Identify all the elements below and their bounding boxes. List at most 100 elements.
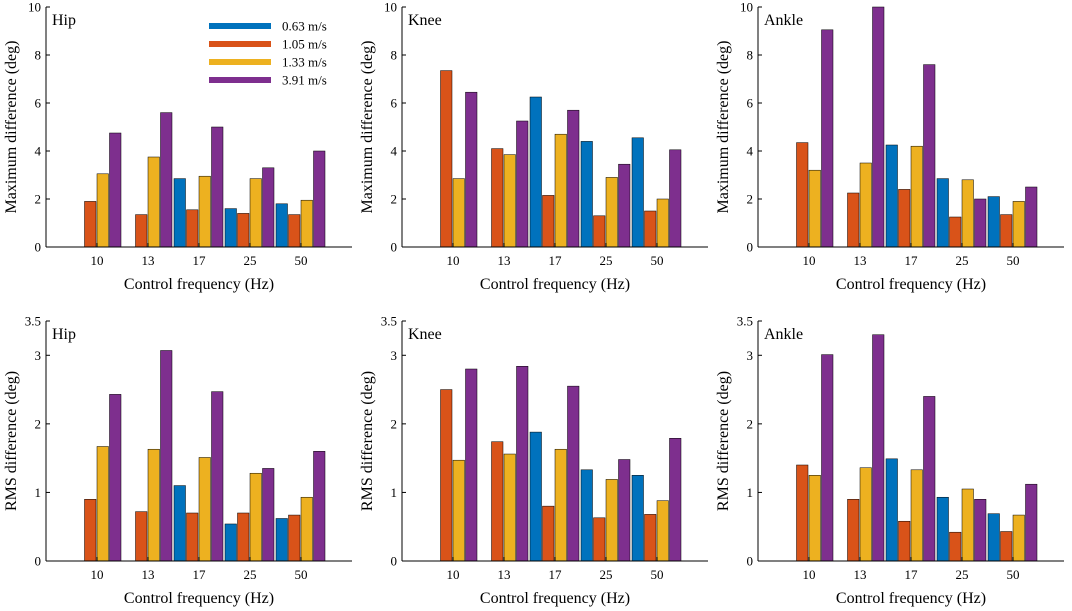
bar-1-05-m-s-13 [491, 148, 504, 248]
bar-3-91-m-s-50 [313, 451, 326, 562]
x-tick-label: 17 [905, 567, 919, 582]
panel-title: Hip [52, 326, 76, 343]
x-tick-label: 50 [651, 567, 664, 582]
x-tick-label: 17 [193, 567, 207, 582]
x-axis-label: Control frequency (Hz) [836, 590, 986, 607]
bar-1-33-m-s-25 [961, 488, 974, 562]
y-tick-label: 4 [747, 144, 754, 159]
bar-1-33-m-s-17 [198, 457, 211, 562]
bar-1-33-m-s-13 [147, 448, 160, 562]
bar-1-05-m-s-25 [593, 215, 606, 248]
bar-1-33-m-s-17 [554, 133, 567, 248]
bar-1-05-m-s-13 [847, 499, 860, 562]
y-tick-label: 1 [747, 485, 754, 500]
y-tick-label: 6 [35, 96, 42, 111]
y-axis-label: Maximum difference (deg) [3, 41, 20, 214]
x-tick-label: 13 [854, 567, 867, 582]
bar-3-91-m-s-17 [923, 64, 936, 248]
y-tick-label: 3 [391, 348, 398, 363]
bar-0-63-m-s-25 [224, 208, 237, 248]
bar-0-63-m-s-17 [885, 458, 898, 562]
y-tick-label: 6 [747, 96, 754, 111]
bar-1-05-m-s-50 [288, 214, 301, 248]
bar-1-33-m-s-13 [503, 453, 516, 562]
bar-1-33-m-s-10 [452, 459, 465, 562]
bar-1-33-m-s-50 [300, 199, 313, 248]
bar-1-33-m-s-10 [808, 169, 821, 248]
bar-1-33-m-s-13 [859, 162, 872, 248]
bar-3-91-m-s-13 [872, 6, 885, 248]
bar-1-33-m-s-13 [859, 467, 872, 562]
bar-0-63-m-s-25 [936, 178, 949, 248]
y-tick-label: 0 [747, 554, 754, 569]
bar-0-63-m-s-25 [224, 523, 237, 562]
bar-1-33-m-s-25 [249, 178, 262, 248]
bar-0-63-m-s-50 [987, 196, 1000, 248]
y-tick-label: 4 [391, 144, 398, 159]
y-tick-label: 0 [747, 240, 754, 255]
bar-1-33-m-s-50 [656, 500, 669, 562]
y-tick-label: 3.5 [25, 314, 41, 329]
bar-1-33-m-s-10 [808, 475, 821, 562]
bar-1-33-m-s-25 [605, 479, 618, 562]
x-tick-label: 50 [295, 253, 308, 268]
bar-3-91-m-s-25 [974, 499, 987, 562]
bar-3-91-m-s-25 [262, 167, 275, 248]
bar-3-91-m-s-10 [821, 354, 834, 562]
bar-1-05-m-s-17 [898, 520, 911, 562]
x-tick-label: 13 [498, 253, 511, 268]
x-tick-label: 10 [91, 253, 104, 268]
x-tick-label: 50 [295, 567, 308, 582]
x-tick-label: 10 [803, 253, 816, 268]
bar-3-91-m-s-13 [516, 120, 529, 248]
x-axis-label: Control frequency (Hz) [480, 276, 630, 293]
bar-3-91-m-s-17 [567, 109, 580, 248]
y-tick-label: 8 [391, 48, 398, 63]
y-axis-label: RMS difference (deg) [715, 371, 732, 511]
bar-3-91-m-s-25 [974, 198, 987, 248]
bar-1-05-m-s-10 [440, 70, 453, 248]
bar-3-91-m-s-50 [669, 149, 682, 248]
bar-1-05-m-s-17 [186, 512, 199, 562]
bar-3-91-m-s-13 [872, 334, 885, 562]
x-tick-label: 17 [549, 253, 563, 268]
chart-panel-6: 0 1 2 3 3.5 10 13 17 25 50 Control frequency (Hz) R… [715, 314, 1064, 607]
y-tick-label: 1 [35, 485, 42, 500]
bar-3-91-m-s-25 [618, 163, 631, 248]
bar-1-05-m-s-10 [440, 389, 453, 562]
bar-0-63-m-s-50 [275, 203, 288, 248]
bar-0-63-m-s-17 [885, 144, 898, 248]
bar-0-63-m-s-17 [529, 96, 542, 248]
chart-panel-2: 0 2 4 6 8 10 10 13 17 25 50 Control frequency (Hz) M… [359, 0, 708, 293]
x-tick-label: 17 [905, 253, 919, 268]
bar-1-33-m-s-10 [96, 173, 109, 248]
bar-0-63-m-s-25 [936, 496, 949, 562]
bar-3-91-m-s-25 [262, 468, 275, 562]
x-tick-label: 17 [193, 253, 207, 268]
bar-3-91-m-s-50 [1025, 483, 1038, 562]
bar-1-05-m-s-50 [644, 514, 657, 562]
bar-1-33-m-s-50 [656, 198, 669, 248]
bar-3-91-m-s-10 [465, 368, 478, 562]
bar-1-33-m-s-10 [96, 446, 109, 562]
bar-1-05-m-s-17 [898, 189, 911, 248]
bar-1-33-m-s-25 [961, 179, 974, 248]
y-tick-label: 1 [391, 485, 398, 500]
bar-3-91-m-s-17 [211, 126, 224, 248]
y-axis-label: Maximum difference (deg) [359, 41, 376, 214]
bar-1-33-m-s-25 [249, 472, 262, 562]
legend-label: 0.63 m/s [282, 19, 327, 34]
bar-1-05-m-s-25 [593, 517, 606, 562]
bar-0-63-m-s-25 [580, 469, 593, 562]
x-tick-label: 25 [244, 253, 257, 268]
chart-panel-4: 0 1 2 3 3.5 10 13 17 25 50 Control frequency (Hz) R… [3, 314, 352, 607]
bar-1-33-m-s-13 [147, 156, 160, 248]
bar-3-91-m-s-17 [923, 396, 936, 562]
x-tick-label: 13 [498, 567, 511, 582]
bar-3-91-m-s-10 [821, 29, 834, 248]
x-tick-label: 25 [244, 567, 257, 582]
legend-label: 1.05 m/s [282, 37, 327, 52]
y-tick-label: 2 [747, 192, 754, 207]
x-tick-label: 13 [854, 253, 867, 268]
x-tick-label: 50 [1007, 567, 1020, 582]
